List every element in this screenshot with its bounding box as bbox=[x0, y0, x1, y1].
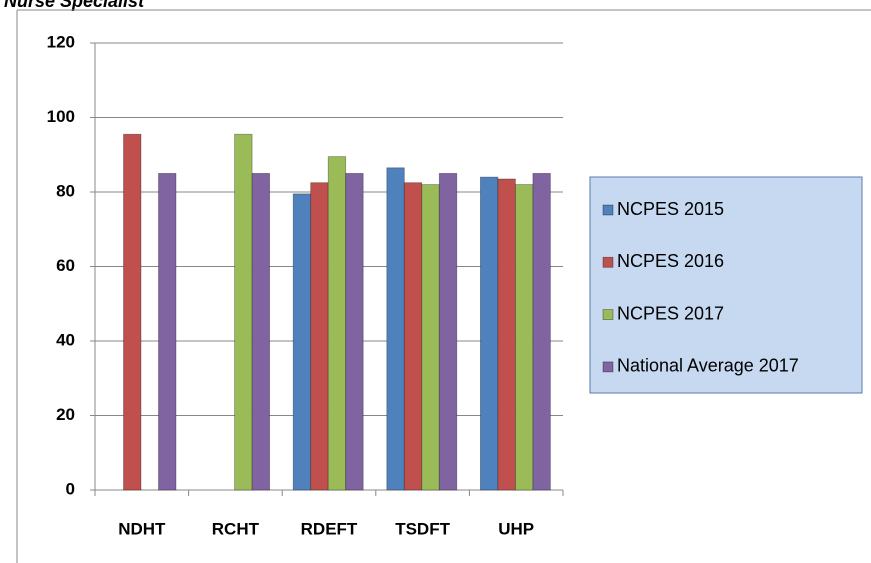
x-tick-label: RCHT bbox=[212, 519, 260, 538]
y-tick-label: 120 bbox=[47, 32, 75, 51]
legend-label: NCPES 2015 bbox=[617, 199, 724, 219]
legend-swatch bbox=[602, 361, 614, 373]
bar bbox=[310, 182, 329, 491]
bar bbox=[438, 172, 458, 491]
y-tick-label: 40 bbox=[56, 330, 75, 349]
y-tick-label: 20 bbox=[56, 405, 75, 424]
legend-swatch bbox=[602, 309, 614, 321]
x-tick-label: UHP bbox=[498, 519, 534, 538]
y-tick-label: 0 bbox=[66, 479, 75, 498]
bar bbox=[386, 167, 405, 491]
chart-title: Nurse Specialist bbox=[4, 0, 145, 11]
legend-swatch bbox=[602, 256, 614, 268]
bar bbox=[497, 178, 516, 491]
bar bbox=[421, 184, 440, 491]
bar bbox=[345, 172, 364, 491]
bar bbox=[123, 133, 142, 491]
x-tick-label: NDHT bbox=[118, 519, 166, 538]
legend-swatch bbox=[602, 204, 614, 216]
y-tick-label: 80 bbox=[56, 181, 75, 200]
bar bbox=[515, 184, 534, 491]
x-tick-label: RDEFT bbox=[301, 519, 358, 538]
y-tick-label: 100 bbox=[47, 107, 75, 126]
x-tick-label: TSDFT bbox=[395, 519, 450, 538]
legend-box bbox=[589, 176, 863, 394]
bar bbox=[532, 172, 551, 491]
bar bbox=[327, 156, 347, 491]
bar bbox=[292, 193, 312, 491]
bar bbox=[251, 172, 271, 491]
bar bbox=[479, 176, 499, 491]
legend-label: NCPES 2016 bbox=[617, 251, 724, 271]
bar bbox=[234, 133, 253, 491]
legend-label: National Average 2017 bbox=[617, 356, 799, 376]
legend-label: NCPES 2017 bbox=[617, 303, 724, 323]
bar bbox=[158, 172, 177, 491]
bar bbox=[403, 182, 423, 491]
y-tick-label: 60 bbox=[56, 256, 75, 275]
